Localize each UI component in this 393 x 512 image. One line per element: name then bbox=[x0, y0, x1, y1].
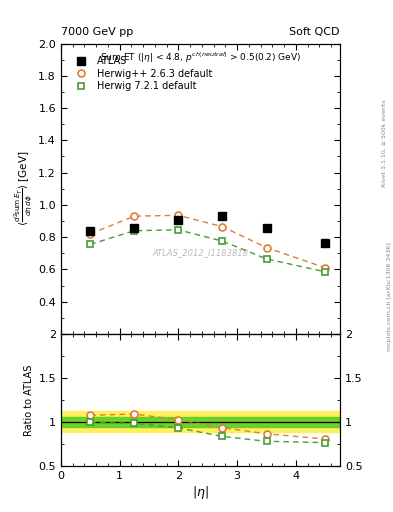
ATLAS bbox=[323, 240, 328, 246]
Herwig 7.2.1 default bbox=[220, 238, 225, 244]
Text: 7000 GeV pp: 7000 GeV pp bbox=[61, 27, 133, 37]
Herwig 7.2.1 default bbox=[176, 227, 181, 233]
Text: ATLAS_2012_I1183818: ATLAS_2012_I1183818 bbox=[152, 248, 248, 257]
Text: mcplots.cern.ch [arXiv:1306.3436]: mcplots.cern.ch [arXiv:1306.3436] bbox=[387, 243, 391, 351]
Herwig 7.2.1 default bbox=[264, 256, 269, 262]
X-axis label: $|\eta|$: $|\eta|$ bbox=[192, 483, 209, 501]
Line: Herwig++ 2.6.3 default: Herwig++ 2.6.3 default bbox=[87, 212, 329, 271]
Legend: ATLAS, Herwig++ 2.6.3 default, Herwig 7.2.1 default: ATLAS, Herwig++ 2.6.3 default, Herwig 7.… bbox=[68, 54, 214, 93]
Bar bbox=[61, 417, 340, 427]
Y-axis label: Ratio to ATLAS: Ratio to ATLAS bbox=[24, 364, 34, 436]
Text: Sum ET ($|\eta|$ < 4.8, $p^{ch(neutral)}$ > 0.5(0.2) GeV): Sum ET ($|\eta|$ < 4.8, $p^{ch(neutral)}… bbox=[100, 51, 301, 65]
Line: Herwig 7.2.1 default: Herwig 7.2.1 default bbox=[87, 226, 329, 275]
ATLAS bbox=[88, 228, 93, 234]
Herwig++ 2.6.3 default bbox=[88, 231, 93, 237]
Herwig++ 2.6.3 default bbox=[176, 212, 181, 219]
Text: Rivet 3.1.10, ≥ 500k events: Rivet 3.1.10, ≥ 500k events bbox=[382, 99, 387, 187]
Text: Soft QCD: Soft QCD bbox=[290, 27, 340, 37]
Herwig++ 2.6.3 default bbox=[323, 265, 328, 271]
ATLAS bbox=[176, 217, 181, 223]
Herwig++ 2.6.3 default bbox=[264, 245, 269, 251]
Herwig 7.2.1 default bbox=[323, 269, 328, 275]
Herwig 7.2.1 default bbox=[132, 228, 137, 234]
Line: ATLAS: ATLAS bbox=[86, 212, 329, 247]
Bar bbox=[61, 411, 340, 433]
Herwig++ 2.6.3 default bbox=[220, 224, 225, 230]
ATLAS bbox=[264, 225, 269, 231]
ATLAS bbox=[220, 213, 225, 219]
Herwig++ 2.6.3 default bbox=[132, 213, 137, 219]
ATLAS bbox=[132, 225, 137, 231]
Herwig 7.2.1 default bbox=[88, 241, 93, 247]
Y-axis label: $\langle \frac{d^2\!\operatorname{sum}E_T}{d\eta\,d\phi} \rangle$ [GeV]: $\langle \frac{d^2\!\operatorname{sum}E_… bbox=[13, 151, 34, 226]
